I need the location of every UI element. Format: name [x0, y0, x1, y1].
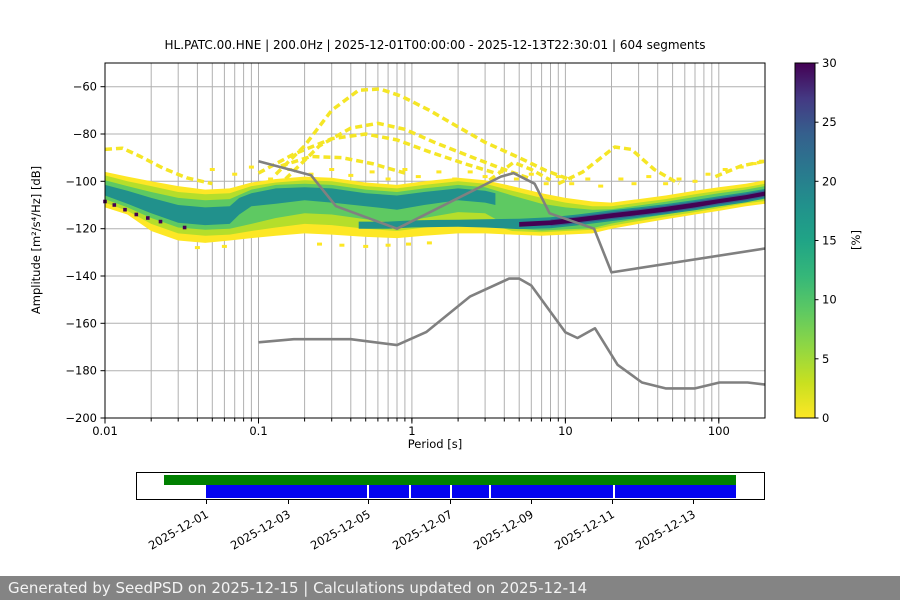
y-tick-label: −120	[65, 222, 97, 236]
axes: 0.01 0.1 1 10 100 −200 −180 −160 −140 −120 −100 −80…	[65, 62, 766, 438]
timeline-date-label: 2025-12-11	[552, 507, 617, 553]
coverage-blue-segment	[369, 485, 409, 498]
ppsd-plot-canvas: 0.01 0.1 1 10 100−200−180−160−140−120−100−80…	[65, 56, 837, 438]
x-tick-label: 1	[408, 424, 415, 438]
timeline-date-label: 2025-12-03	[228, 507, 293, 553]
x-tick-label: 100	[708, 424, 730, 438]
timeline-tick	[450, 500, 452, 504]
coverage-blue-segment	[411, 485, 450, 498]
footer-text: Generated by SeedPSD on 2025-12-15 | Cal…	[8, 579, 588, 597]
coverage-blue-segment	[206, 485, 367, 498]
x-tick-label: 10	[558, 424, 573, 438]
colorbar-tick-label: 5	[822, 352, 829, 366]
colorbar-tick-label: 15	[822, 234, 837, 248]
y-tick-label: −200	[65, 411, 97, 425]
coverage-blue-segment	[615, 485, 737, 498]
timeline-date-label: 2025-12-05	[308, 507, 373, 553]
timeline-date-label: 2025-12-07	[390, 507, 455, 553]
y-tick-label: −160	[65, 316, 97, 330]
timeline-date-label: 2025-12-13	[633, 507, 698, 553]
colorbar-tick-label: 20	[822, 174, 837, 188]
x-tick-label: 0.1	[249, 424, 267, 438]
timeline-tick	[693, 500, 695, 504]
chart-title: HL.PATC.00.HNE | 200.0Hz | 2025-12-01T00…	[164, 38, 706, 52]
timeline-date-label: 2025-12-09	[471, 507, 536, 553]
timeline-date-label: 2025-12-01	[146, 507, 211, 553]
timeline-tick	[206, 500, 208, 504]
y-tick-label: −180	[65, 364, 97, 378]
colorbar-tick-label: 0	[822, 411, 829, 425]
x-axis-label: Period [s]	[407, 437, 463, 451]
y-tick-label: −60	[73, 80, 97, 94]
colorbar: 0 5 10 15 20 25 30	[794, 56, 837, 425]
y-tick-label: −100	[65, 174, 97, 188]
timeline-tick	[368, 500, 370, 504]
x-tick-label: 0.01	[92, 424, 118, 438]
timeline-tick	[531, 500, 533, 504]
y-tick-label: −80	[73, 127, 97, 141]
coverage-blue-segment	[452, 485, 489, 498]
timeline-tick	[288, 500, 290, 504]
noise-model-curves	[258, 159, 766, 390]
availability-green-bar	[164, 475, 737, 485]
timeline-tick	[612, 500, 614, 504]
footer-bar: Generated by SeedPSD on 2025-12-15 | Cal…	[0, 576, 900, 600]
y-tick-label: −140	[65, 269, 97, 283]
availability-timeline: 2025-12-01 2025-12-03 2025-12-05 2025-12-07…	[136, 472, 765, 562]
coverage-blue-segment	[491, 485, 613, 498]
colorbar-tick-label: 10	[822, 293, 837, 307]
colorbar-tick-label: 25	[822, 115, 837, 129]
colorbar-tick-label: 30	[822, 56, 837, 70]
colorbar-label: [%]	[849, 230, 863, 250]
ppsd-histogram	[103, 87, 766, 250]
